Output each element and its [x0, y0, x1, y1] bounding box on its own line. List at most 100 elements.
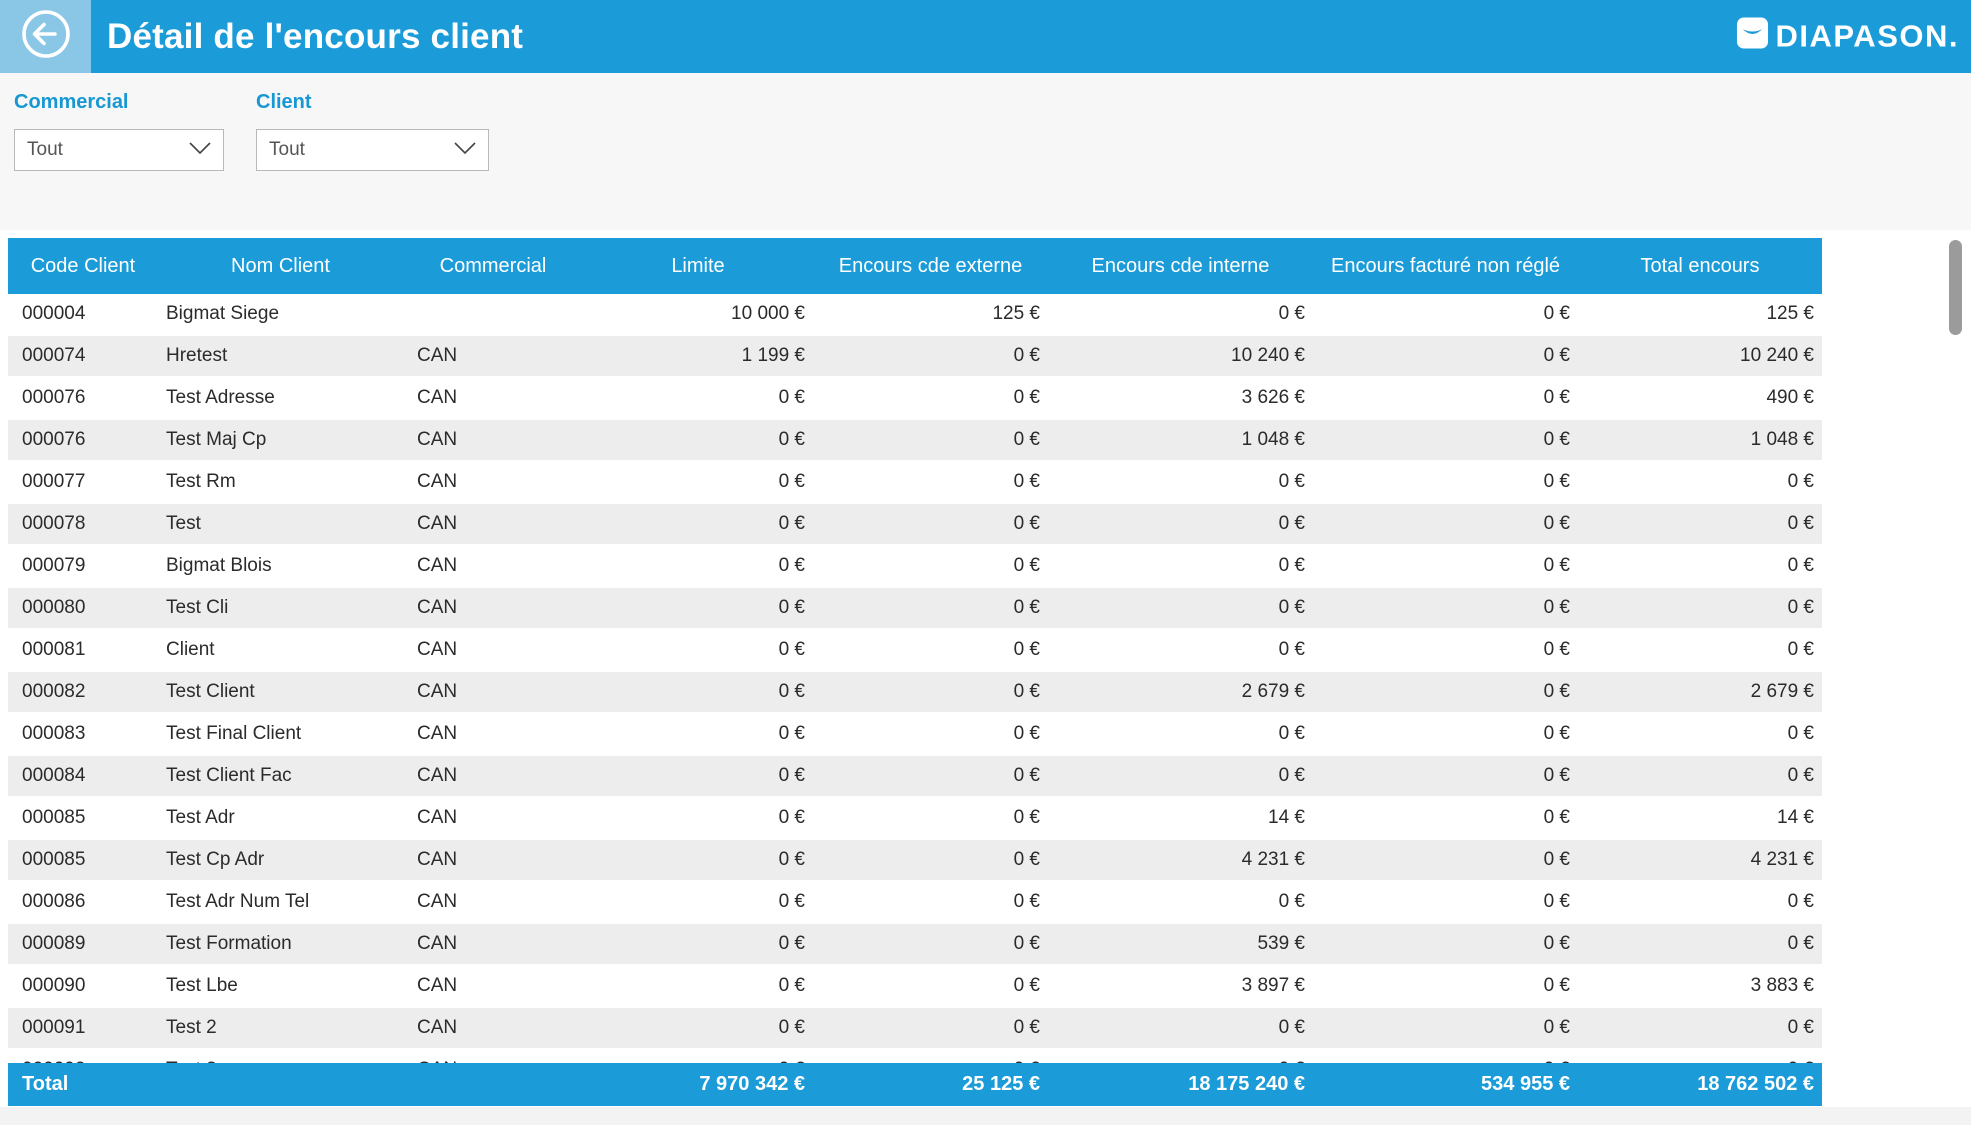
commercial-dropdown-value: Tout [27, 139, 63, 160]
filter-client: Client Tout [256, 91, 489, 171]
table-cell: 0 € [1543, 849, 1570, 870]
table-body: 000004 Bigmat Siege 10 000 € 125 € 0 € 0 € 125… [8, 294, 1822, 1050]
table-cell: 125 € [992, 303, 1040, 324]
table-cell: 0 € [1787, 1017, 1814, 1038]
table-cell: 0 € [1543, 513, 1570, 534]
table-cell: 0 € [778, 1017, 805, 1038]
table-cell: CAN [417, 807, 458, 828]
table-cell: 0 € [1278, 723, 1305, 744]
table-cell: 000092 [8, 1050, 158, 1063]
table-cell: Test [166, 513, 201, 534]
table-cell: 0 € [1543, 471, 1570, 492]
table-cell: 125 € [1766, 303, 1814, 324]
table-cell: 0 € [778, 933, 805, 954]
total-cell: 534 955 € [1481, 1073, 1570, 1095]
table-cell: 1 199 € [741, 345, 805, 366]
table-row: 000092Test 3CAN0 €0 €0 €0 €0 € [8, 1050, 1822, 1063]
table-cell: Hretest [166, 345, 228, 366]
table-row: 000086 Test Adr Num Tel CAN 0 € 0 € 0 € 0 € 0 € [8, 882, 1822, 924]
filter-commercial: Commercial Tout [14, 91, 224, 171]
total-cell: Total [22, 1073, 69, 1095]
table-cell: Test Adr [166, 807, 235, 828]
table-cell: 0 € [1578, 1050, 1822, 1063]
table-cell: Test Cp Adr [166, 849, 265, 870]
table-cell: 10 000 € [731, 303, 805, 324]
table-cell: 000086 [22, 891, 86, 912]
chevron-down-icon [454, 141, 476, 159]
table-cell: 0 € [1013, 1017, 1040, 1038]
circle-arrow-left-icon [19, 7, 73, 66]
table-cell: 0 € [1543, 597, 1570, 618]
table-cell: CAN [417, 681, 458, 702]
table-cell: Test Lbe [166, 975, 238, 996]
table-row: 000081 Client CAN 0 € 0 € 0 € 0 € 0 € [8, 630, 1822, 672]
page-title: Détail de l'encours client [107, 16, 524, 56]
table-cell: 0 € [1543, 639, 1570, 660]
table-cell: 0 € [1013, 765, 1040, 786]
table-row: 000079 Bigmat Blois CAN 0 € 0 € 0 € 0 € 0 € [8, 546, 1822, 588]
back-button[interactable] [0, 0, 91, 73]
client-dropdown[interactable]: Tout [256, 129, 489, 171]
table-cell: CAN [417, 891, 458, 912]
column-header: Nom Client [231, 255, 330, 277]
table-row: 000089 Test Formation CAN 0 € 0 € 539 € 0 € 0 € [8, 924, 1822, 966]
table-cell: 0 € [1278, 639, 1305, 660]
table-cell: 3 897 € [1241, 975, 1305, 996]
table-cell: 0 € [1543, 1017, 1570, 1038]
table-cell: 1 048 € [1241, 429, 1305, 450]
table-cell: 0 € [1013, 471, 1040, 492]
table-cell: CAN [417, 723, 458, 744]
table-cell: 000082 [22, 681, 86, 702]
client-dropdown-value: Tout [269, 139, 305, 160]
table-cell: CAN [417, 471, 458, 492]
table-cell: 0 € [1543, 933, 1570, 954]
table-cell: 0 € [1787, 765, 1814, 786]
table-cell: 0 € [778, 681, 805, 702]
table-cell: Test Final Client [166, 723, 302, 744]
table-cell: 0 € [1013, 975, 1040, 996]
table-cell: 000089 [22, 933, 86, 954]
table-cell: 0 € [1278, 1017, 1305, 1038]
table-cell: 000077 [22, 471, 86, 492]
table-cell: 0 € [778, 891, 805, 912]
chevron-down-icon [189, 141, 211, 159]
table-cell: 0 € [1278, 765, 1305, 786]
table-cell: CAN [417, 1017, 458, 1038]
table-cell: 000081 [22, 639, 86, 660]
total-cell [403, 1063, 583, 1106]
brand-name: DIAPASON. [1775, 18, 1959, 54]
table-cell: 2 679 € [1241, 681, 1305, 702]
column-header: Commercial [439, 255, 547, 277]
table-cell [403, 294, 583, 334]
table-row: 000076 Test Adresse CAN 0 € 0 € 3 626 € 0 € 490… [8, 378, 1822, 420]
column-header: Limite [671, 255, 725, 277]
table-cell: 000085 [22, 849, 86, 870]
table-cell: 0 € [778, 597, 805, 618]
table-row: 000076 Test Maj Cp CAN 0 € 0 € 1 048 € 0 € 1 04… [8, 420, 1822, 462]
brand-logo: DIAPASON. [1736, 16, 1959, 57]
table-cell: 0 € [778, 513, 805, 534]
table-cell: 0 € [813, 1050, 1048, 1063]
table-row: 000074 Hretest CAN 1 199 € 0 € 10 240 € 0 € 10 … [8, 336, 1822, 378]
commercial-dropdown[interactable]: Tout [14, 129, 224, 171]
table-cell: 0 € [1013, 849, 1040, 870]
vertical-scrollbar-thumb[interactable] [1949, 240, 1962, 335]
table-cell: CAN [417, 765, 458, 786]
table-cell: CAN [417, 933, 458, 954]
table-cell: Test Formation [166, 933, 292, 954]
table-cell: 0 € [1278, 303, 1305, 324]
table-row: 000077 Test Rm CAN 0 € 0 € 0 € 0 € 0 € [8, 462, 1822, 504]
column-header: Encours cde externe [838, 255, 1023, 277]
table-cell: 0 € [1543, 765, 1570, 786]
table-row: 000085 Test Adr CAN 0 € 0 € 14 € 0 € 14 € [8, 798, 1822, 840]
column-header: Encours facturé non réglé [1330, 255, 1561, 277]
table-row: 000080 Test Cli CAN 0 € 0 € 0 € 0 € 0 € [8, 588, 1822, 630]
table-cell: CAN [417, 849, 458, 870]
table-cell: 0 € [1013, 933, 1040, 954]
table-cell: 3 626 € [1241, 387, 1305, 408]
table-cell: Test Client Fac [166, 765, 292, 786]
table-cell: 0 € [1543, 723, 1570, 744]
table-cell: 000076 [22, 429, 86, 450]
table-row-clipped: 000092Test 3CAN0 €0 €0 €0 €0 € [8, 1050, 1822, 1063]
table-row: 000090 Test Lbe CAN 0 € 0 € 3 897 € 0 € 3 883 € [8, 966, 1822, 1008]
